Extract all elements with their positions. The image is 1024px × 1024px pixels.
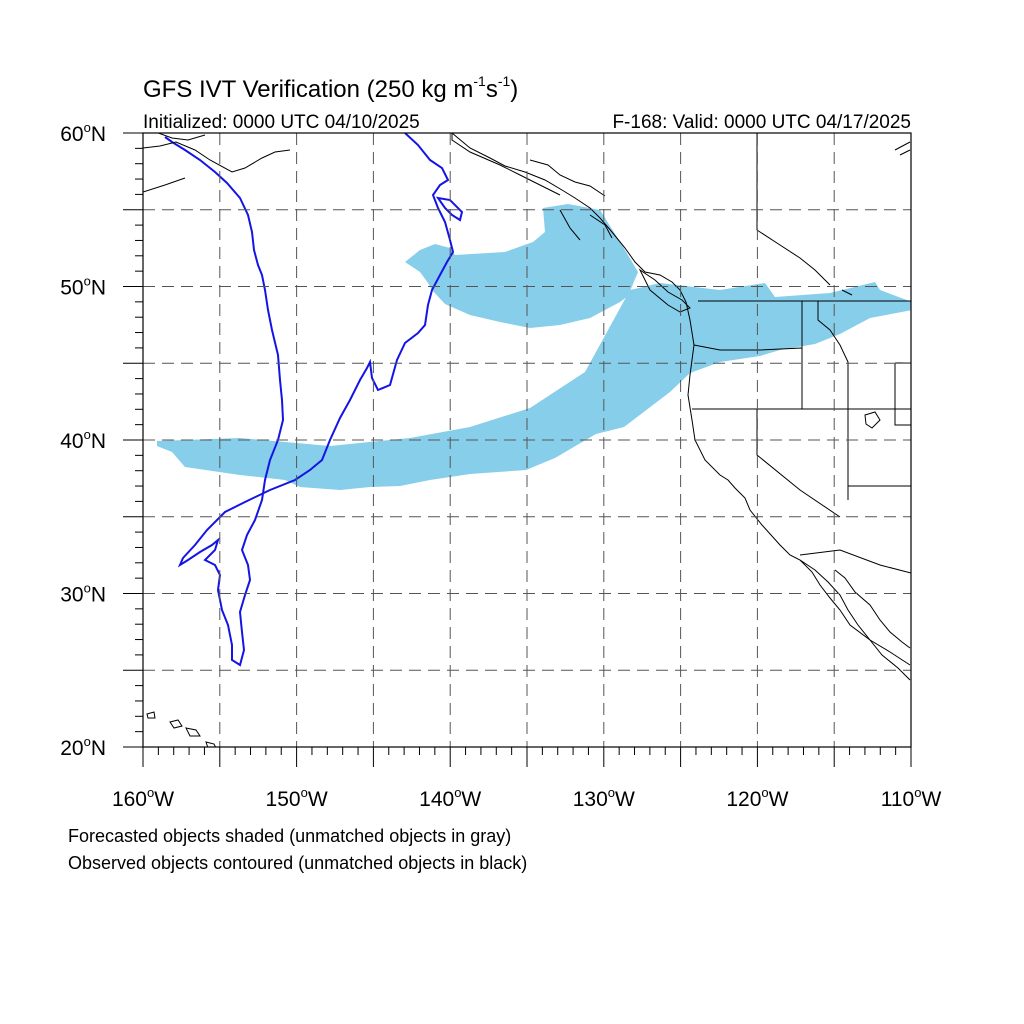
lon-label: 150oW [266,785,328,811]
footnote-forecast: Forecasted objects shaded (unmatched obj… [68,826,511,846]
forecast-ivt-object [157,204,911,490]
lon-label: 110oW [881,785,942,811]
map-area [143,133,911,747]
lat-label: 50oN [60,274,106,300]
lat-label: 40oN [60,427,106,453]
lon-label: 140oW [419,785,481,811]
axis-ticks [123,132,912,767]
lat-label: 60oN [60,120,106,146]
lon-label: 130oW [573,785,635,811]
lon-label: 160oW [112,785,174,811]
valid-label: F-168: Valid: 0000 UTC 04/17/2025 [612,112,911,133]
longitude-labels: 160oW 150oW 140oW 130oW 120oW 110oW [112,785,942,811]
lat-label: 20oN [60,734,106,760]
latitude-labels: 60oN 50oN 40oN 30oN 20oN [60,120,106,760]
observed-ivt-contour [164,133,464,667]
map-grid [143,133,911,747]
lakes [864,411,881,429]
footnote-observed: Observed objects contoured (unmatched ob… [68,853,527,873]
coastlines [143,133,911,747]
lat-label: 30oN [60,581,106,607]
lon-label: 120oW [726,785,788,811]
initialized-label: Initialized: 0000 UTC 04/10/2025 [143,112,420,133]
figure-title: GFS IVT Verification (250 kg m-1s-1) [143,73,518,103]
